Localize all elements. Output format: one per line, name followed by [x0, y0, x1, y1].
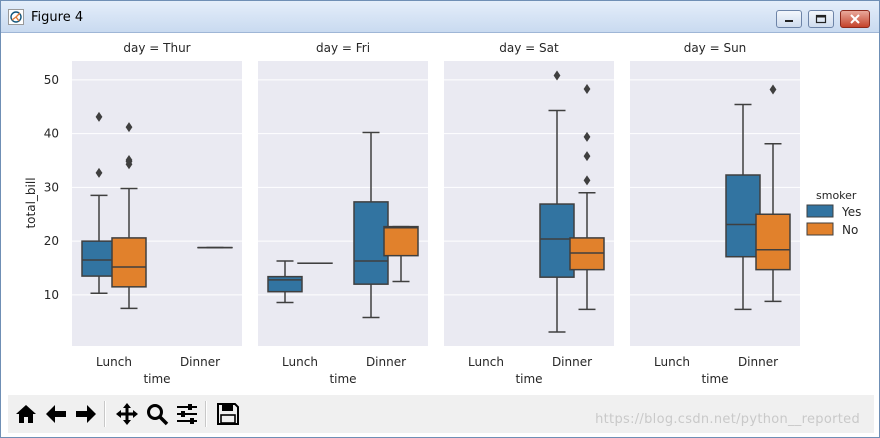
box-no: [569, 237, 605, 271]
close-icon: [850, 14, 860, 24]
legend-swatch-no: [806, 222, 834, 236]
close-button[interactable]: [840, 10, 870, 28]
x-tick-label: Lunch: [468, 355, 504, 369]
y-tick-label: 40: [44, 127, 59, 141]
x-tick-label: Dinner: [366, 355, 406, 369]
home-button[interactable]: [11, 399, 39, 427]
arrow-left-icon: [46, 405, 66, 423]
maximize-icon: [815, 14, 827, 24]
outlier-point: [125, 122, 133, 133]
watermark-text: https://blog.csdn.net/python__reported: [595, 412, 860, 427]
maximize-button[interactable]: [808, 10, 834, 28]
panel-title: day = Sat: [499, 41, 559, 55]
panel-title: day = Sun: [684, 41, 747, 55]
outlier-point: [769, 84, 777, 95]
sliders-icon: [177, 404, 197, 424]
legend-label: Yes: [841, 205, 861, 219]
x-tick-label: Dinner: [180, 355, 220, 369]
faceted-boxplot-chart: day = Thur Lunch Dinner time day = Fri Lunch D…: [24, 41, 861, 386]
panel-background: [630, 61, 800, 346]
y-tick-label: 20: [44, 234, 59, 248]
outlier-point: [95, 167, 103, 178]
x-tick-label: Dinner: [738, 355, 778, 369]
title-bar[interactable]: Figure 4: [1, 1, 879, 33]
x-axis-label: time: [143, 372, 170, 386]
outlier-point: [583, 131, 591, 142]
outlier-point: [125, 154, 133, 165]
outlier-point: [95, 111, 103, 122]
toolbar-separator: [104, 401, 106, 427]
y-tick-label: 10: [44, 288, 59, 302]
box-yes: [81, 240, 117, 277]
x-tick-label: Dinner: [552, 355, 592, 369]
legend-label: No: [842, 223, 858, 237]
save-button[interactable]: [213, 399, 241, 427]
x-axis-label: time: [329, 372, 356, 386]
configure-subplots-button[interactable]: [172, 399, 200, 427]
box-yes: [725, 174, 761, 258]
box-yes: [267, 275, 303, 293]
navigation-toolbar: https://blog.csdn.net/python__reported: [8, 395, 874, 433]
figure-canvas[interactable]: day = Thur Lunch Dinner time day = Fri Lunch D…: [8, 33, 874, 395]
back-button[interactable]: [41, 399, 69, 427]
y-tick-label: 30: [44, 180, 59, 194]
pan-button[interactable]: [112, 399, 140, 427]
legend-title: smoker: [816, 189, 857, 202]
x-axis-label: time: [515, 372, 542, 386]
y-axis-label: total_bill: [24, 177, 38, 228]
outlier-point: [553, 70, 561, 81]
box-no: [111, 237, 147, 288]
panel-background: [258, 61, 428, 346]
y-tick-label: 50: [44, 73, 59, 87]
toolbar-separator: [205, 401, 207, 427]
x-tick-label: Lunch: [282, 355, 318, 369]
box-no: [383, 225, 419, 257]
outlier-point: [583, 83, 591, 94]
window-title: Figure 4: [31, 10, 84, 25]
forward-button[interactable]: [71, 399, 99, 427]
home-icon: [16, 405, 36, 423]
x-tick-label: Lunch: [96, 355, 132, 369]
magnifier-icon: [147, 404, 169, 426]
panel-title: day = Thur: [123, 41, 190, 55]
outlier-point: [583, 175, 591, 186]
panel-background: [444, 61, 614, 346]
x-axis-label: time: [701, 372, 728, 386]
arrow-right-icon: [76, 405, 96, 423]
panel-title: day = Fri: [316, 41, 370, 55]
move-icon: [116, 403, 138, 425]
minimize-icon: [785, 20, 793, 22]
minimize-button[interactable]: [776, 10, 802, 28]
box-yes: [539, 203, 575, 278]
box-yes: [353, 201, 389, 285]
matplotlib-app-icon: [8, 9, 24, 25]
x-tick-label: Lunch: [654, 355, 690, 369]
outlier-point: [583, 151, 591, 162]
legend-swatch-yes: [806, 204, 834, 218]
box-no: [755, 213, 791, 271]
panel-background: [72, 61, 242, 346]
floppy-disk-icon: [217, 403, 239, 425]
zoom-button[interactable]: [142, 399, 170, 427]
